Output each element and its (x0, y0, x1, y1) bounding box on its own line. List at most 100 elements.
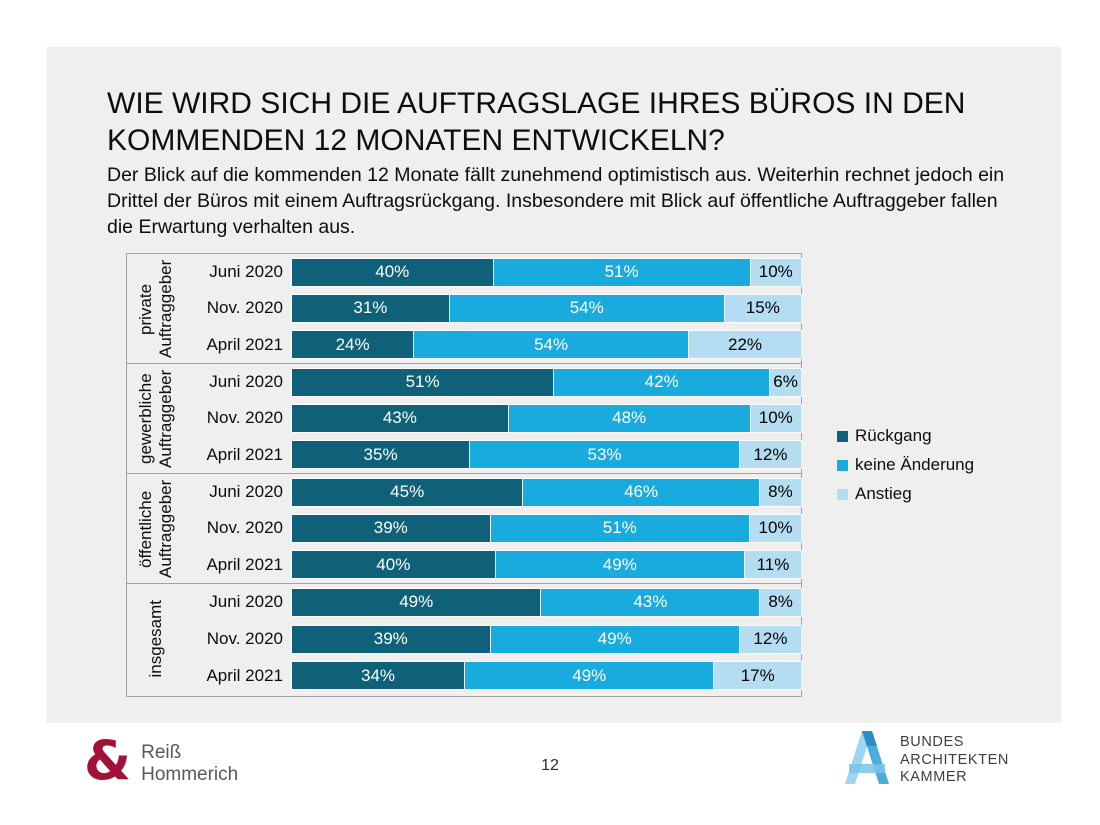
bar-segment-keine Änderung: 48% (508, 404, 751, 432)
group-label: private Auftraggeber (135, 259, 175, 358)
segment-value-label: 53% (587, 444, 622, 464)
bar-segment-Anstieg: 15% (724, 294, 801, 322)
group-label-cell: private Auftraggeber (127, 254, 185, 363)
bar-segment-Anstieg: 6% (770, 368, 801, 396)
bar-segment-keine Änderung: 49% (495, 551, 745, 579)
bak-logo-line2: ARCHITEKTEN (900, 751, 1009, 768)
bar-segment-keine Änderung: 49% (490, 625, 740, 653)
chart-row: Juni 2020 51% 42% 6% (185, 364, 802, 400)
segment-value-label: 39% (373, 629, 408, 648)
bar-segment-Anstieg: 10% (750, 404, 801, 432)
group-label: gewerbliche Auftraggeber (135, 369, 175, 468)
segment-value-label: 24% (335, 334, 370, 354)
bar-segment-Anstieg: 10% (750, 514, 801, 542)
chart-row: Nov. 2020 43% 48% 10% (185, 400, 802, 436)
row-label: April 2021 (206, 444, 283, 464)
bak-logo-line1: BUNDES (900, 734, 965, 750)
reiss-hommerich-logo: & Reiß Hommerich (84, 733, 238, 789)
chart-row: Juni 2020 45% 46% 8% (185, 474, 802, 510)
segment-value-label: 43% (633, 592, 668, 612)
bar-segment-Rückgang: 45% (292, 478, 524, 506)
stacked-bar: 39% 51% 10% (291, 513, 802, 543)
slide-subtitle: Der Blick auf die kommenden 12 Monate fä… (107, 164, 1005, 238)
segment-value-label: 51% (602, 518, 637, 538)
reiss-hommerich-name: Reiß Hommerich (141, 742, 238, 786)
group-label-cell: gewerbliche Auftraggeber (127, 364, 185, 473)
segment-value-label: 12% (753, 629, 788, 648)
legend-swatch (837, 430, 848, 442)
legend-label: Anstieg (855, 484, 912, 503)
legend-item: Rückgang (837, 426, 974, 446)
segment-value-label: 49% (597, 629, 632, 648)
legend-label: Rückgang (855, 426, 932, 445)
page-title: WIE WIRD SICH DIE AUFTRAGSLAGE IHRES BÜR… (107, 87, 966, 157)
bak-logo-text: BUNDES ARCHITEKTEN KAMMER (900, 734, 1009, 787)
bar-segment-Rückgang: 24% (292, 331, 415, 359)
segment-value-label: 40% (376, 554, 411, 574)
segment-value-label: 39% (373, 518, 408, 538)
slide: WIE WIRD SICH DIE AUFTRAGSLAGE IHRES BÜR… (47, 47, 1061, 723)
segment-value-label: 12% (753, 444, 788, 464)
stacked-bar: 43% 48% 10% (291, 403, 802, 433)
segment-value-label: 6% (773, 372, 798, 392)
group-label: öffentliche Auftraggeber (135, 479, 175, 578)
segment-value-label: 17% (740, 665, 775, 685)
bar-segment-keine Änderung: 53% (470, 441, 740, 469)
bar-segment-keine Änderung: 43% (541, 588, 761, 616)
chart-row: April 2021 24% 54% 22% (185, 327, 802, 363)
bar-segment-Anstieg: 12% (739, 441, 801, 469)
segment-value-label: 49% (602, 554, 637, 574)
chart-group: private Auftraggeber Juni 2020 40% 51% 10% No… (127, 254, 802, 364)
bar-segment-Rückgang: 39% (292, 625, 491, 653)
segment-value-label: 48% (612, 408, 647, 428)
segment-value-label: 34% (361, 665, 396, 685)
reiss-hommerich-line1: Reiß (141, 742, 182, 763)
bar-segment-Anstieg: 12% (739, 625, 801, 653)
legend-item: keine Änderung (837, 455, 974, 475)
bar-segment-Anstieg: 22% (689, 331, 801, 359)
row-label: Nov. 2020 (206, 408, 283, 428)
legend-label: keine Änderung (855, 455, 975, 474)
row-label: April 2021 (206, 554, 283, 574)
stacked-bar: 40% 49% 11% (291, 550, 802, 580)
row-label: April 2021 (206, 665, 283, 685)
segment-value-label: 8% (768, 482, 793, 502)
stacked-bar: 31% 54% 15% (291, 293, 802, 323)
stacked-bar: 51% 42% 6% (291, 367, 802, 397)
chart-row: Nov. 2020 31% 54% 15% (185, 290, 802, 326)
segment-value-label: 49% (572, 665, 607, 685)
chart-row: Juni 2020 49% 43% 8% (185, 584, 802, 621)
bak-a-icon (845, 731, 889, 784)
bar-segment-Rückgang: 40% (292, 258, 494, 286)
bar-segment-keine Änderung: 46% (523, 478, 760, 506)
bar-segment-Rückgang: 34% (292, 662, 466, 690)
bar-segment-keine Änderung: 51% (493, 258, 751, 286)
segment-value-label: 54% (534, 334, 569, 354)
page-number: 12 (541, 757, 559, 774)
row-label: Nov. 2020 (206, 518, 283, 538)
bar-segment-Anstieg: 11% (745, 551, 801, 579)
chart-group: insgesamt Juni 2020 49% 43% 8% Nov. 2020 39% 49… (127, 584, 802, 694)
bar-segment-Rückgang: 49% (292, 588, 542, 616)
legend-swatch (837, 488, 848, 500)
segment-value-label: 40% (375, 262, 410, 282)
bar-segment-Anstieg: 17% (714, 662, 801, 690)
bar-segment-Anstieg: 8% (760, 588, 801, 616)
chart-row: April 2021 34% 49% 17% (185, 657, 802, 694)
segment-value-label: 22% (727, 334, 763, 354)
chart-legend: Rückgang keine Änderung Anstieg (837, 426, 974, 504)
bar-segment-Rückgang: 51% (292, 368, 555, 396)
chart-row: Nov. 2020 39% 51% 10% (185, 510, 802, 546)
bar-segment-keine Änderung: 51% (490, 514, 751, 542)
ampersand-icon: & (84, 729, 132, 792)
bar-segment-Rückgang: 39% (292, 514, 491, 542)
bar-segment-Anstieg: 10% (750, 258, 801, 286)
bar-segment-Rückgang: 43% (292, 404, 509, 432)
bar-segment-keine Änderung: 54% (449, 294, 725, 322)
segment-value-label: 51% (405, 372, 440, 392)
segment-value-label: 35% (363, 444, 398, 464)
stacked-bar: 34% 49% 17% (291, 661, 802, 691)
stacked-bar: 49% 43% 8% (291, 587, 802, 617)
chart-row: Nov. 2020 39% 49% 12% (185, 621, 802, 658)
bak-logo-line3: KAMMER (900, 769, 968, 785)
